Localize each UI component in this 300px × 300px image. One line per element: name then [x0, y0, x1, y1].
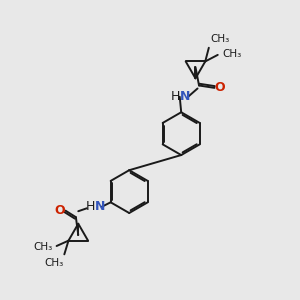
- Text: H: H: [86, 200, 95, 213]
- Text: CH₃: CH₃: [44, 259, 63, 269]
- Text: CH₃: CH₃: [222, 49, 241, 59]
- Text: N: N: [180, 90, 190, 103]
- Text: O: O: [214, 81, 225, 94]
- Text: O: O: [54, 203, 65, 217]
- Text: CH₃: CH₃: [210, 34, 229, 44]
- Text: N: N: [95, 200, 106, 213]
- Text: CH₃: CH₃: [33, 242, 52, 252]
- Text: H: H: [170, 90, 180, 103]
